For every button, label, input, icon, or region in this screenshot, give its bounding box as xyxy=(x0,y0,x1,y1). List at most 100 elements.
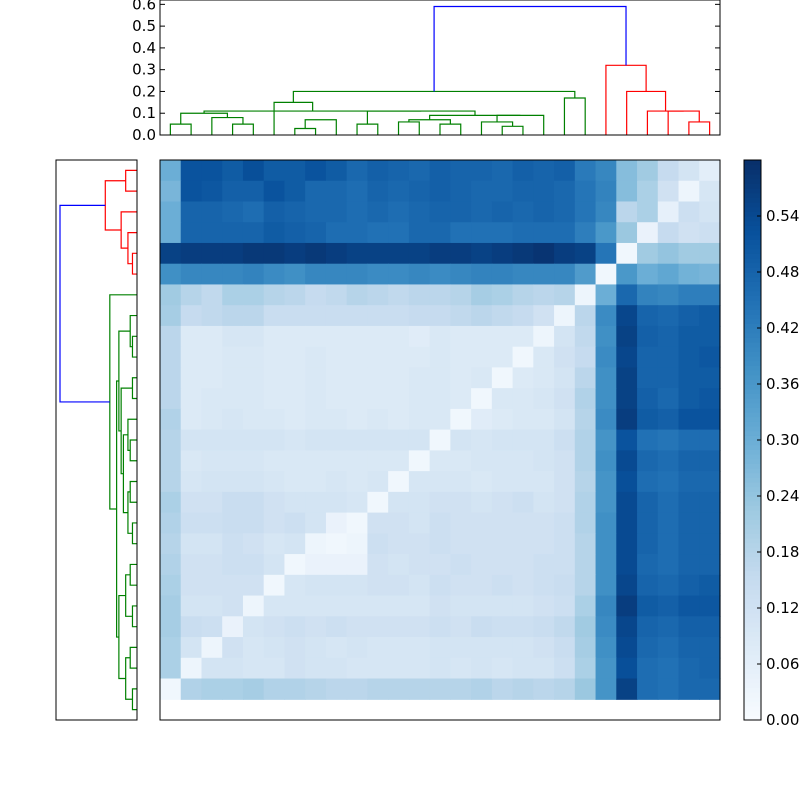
heatmap-cell xyxy=(657,595,680,617)
heatmap-cell xyxy=(678,263,700,286)
heatmap-cell xyxy=(388,512,410,534)
heatmap-cell xyxy=(429,471,451,493)
heatmap-cell xyxy=(678,595,700,617)
heatmap-cell xyxy=(512,429,534,451)
heatmap-cell xyxy=(284,491,306,514)
heatmap-cell xyxy=(637,325,659,348)
heatmap-cell xyxy=(637,554,659,576)
colorbar-segment xyxy=(744,701,761,707)
heatmap-cell xyxy=(554,616,576,638)
heatmap-cell xyxy=(325,616,348,638)
heatmap-cell xyxy=(699,471,721,493)
heatmap-cell xyxy=(533,242,555,265)
heatmap-cell xyxy=(408,201,431,223)
heatmap-cell xyxy=(201,471,223,493)
heatmap-cell xyxy=(284,512,306,534)
heatmap-cell xyxy=(305,429,327,451)
heatmap-cell xyxy=(678,533,700,555)
heatmap-cell xyxy=(346,533,369,555)
heatmap-cell xyxy=(408,595,431,617)
heatmap-cell xyxy=(242,263,265,286)
colorbar-segment xyxy=(744,276,761,282)
heatmap-cell xyxy=(699,242,721,265)
heatmap-cell xyxy=(512,491,534,514)
heatmap-cell xyxy=(222,408,244,431)
heatmap-cell xyxy=(533,201,555,223)
heatmap-cell xyxy=(367,305,389,327)
heatmap-cell xyxy=(180,284,203,306)
heatmap-cell xyxy=(201,305,223,327)
heatmap-cell xyxy=(450,471,472,493)
heatmap-cell xyxy=(574,595,597,617)
heatmap-cell xyxy=(284,367,306,389)
heatmap-cell xyxy=(678,367,700,389)
heatmap-cell xyxy=(595,595,617,617)
colorbar-segment xyxy=(744,710,761,716)
heatmap-cell xyxy=(305,533,327,555)
heatmap-cell xyxy=(388,429,410,451)
heatmap-cell xyxy=(657,657,680,680)
colorbar-segment xyxy=(744,211,761,217)
heatmap-cell xyxy=(533,408,555,431)
dendrogram-link xyxy=(203,110,422,114)
heatmap-cell xyxy=(388,657,410,680)
colorbar-segment xyxy=(744,164,761,170)
heatmap-cell xyxy=(367,637,389,659)
heatmap-cell xyxy=(242,222,265,244)
heatmap-cell xyxy=(554,408,576,431)
y-tick-label: 0.2 xyxy=(132,82,156,100)
heatmap-cell xyxy=(595,678,617,700)
heatmap-cell xyxy=(222,263,244,286)
heatmap-cell xyxy=(637,284,659,306)
colorbar-segment xyxy=(744,360,761,366)
heatmap-cell xyxy=(595,429,617,451)
heatmap-cell xyxy=(554,471,576,493)
heatmap-cell xyxy=(305,305,327,327)
heatmap-cell xyxy=(222,491,244,514)
colorbar-segment xyxy=(744,188,761,194)
heatmap-cell xyxy=(533,346,555,369)
heatmap-cell xyxy=(512,222,534,244)
heatmap-cell xyxy=(491,388,514,410)
heatmap-cell xyxy=(201,263,223,286)
heatmap-cell xyxy=(595,263,617,286)
heatmap-cell xyxy=(512,657,534,680)
heatmap-cell xyxy=(554,574,576,597)
heatmap-cell xyxy=(533,512,555,534)
heatmap-cell xyxy=(263,533,286,555)
heatmap-cell xyxy=(160,471,182,493)
heatmap-cell xyxy=(678,554,700,576)
heatmap-cell xyxy=(616,533,638,555)
heatmap-cell xyxy=(450,657,472,680)
heatmap-cell xyxy=(574,242,597,265)
dendrogram-link xyxy=(646,110,684,135)
heatmap-cell xyxy=(450,595,472,617)
heatmap-cell xyxy=(408,180,431,203)
colorbar-segment xyxy=(744,174,761,180)
heatmap-cell xyxy=(242,429,265,451)
heatmap-cell xyxy=(574,284,597,306)
heatmap-cell xyxy=(699,263,721,286)
heatmap-cell xyxy=(263,595,286,617)
colorbar-segment xyxy=(744,416,761,422)
heatmap-cell xyxy=(263,450,286,472)
heatmap-cell xyxy=(160,305,182,327)
heatmap-cell xyxy=(595,574,617,597)
heatmap-cell xyxy=(699,180,721,203)
colorbar-segment xyxy=(744,519,761,525)
heatmap-cell xyxy=(305,678,327,700)
heatmap-cell xyxy=(201,180,223,203)
heatmap-cell xyxy=(637,160,659,182)
heatmap-cell xyxy=(201,284,223,306)
heatmap-cell xyxy=(471,367,493,389)
heatmap-cell xyxy=(450,201,472,223)
heatmap-cell xyxy=(222,222,244,244)
heatmap-cell xyxy=(222,678,244,700)
heatmap-cell xyxy=(657,491,680,514)
heatmap-cell xyxy=(595,637,617,659)
heatmap-cell xyxy=(325,180,348,203)
heatmap-cell xyxy=(242,657,265,680)
heatmap-cell xyxy=(160,160,182,182)
heatmap-cell xyxy=(574,512,597,534)
heatmap-cell xyxy=(699,450,721,472)
